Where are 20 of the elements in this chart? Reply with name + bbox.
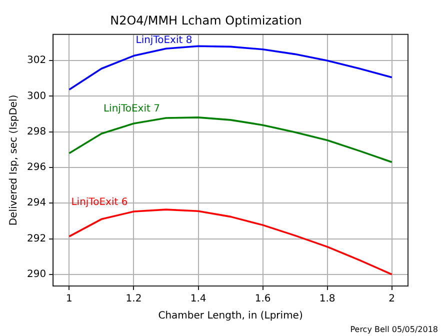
y-tick-label: 300 xyxy=(26,90,46,102)
x-tick-label: 1.4 xyxy=(190,294,206,305)
y-tick-label: 298 xyxy=(26,126,46,138)
x-tick-label: 1.2 xyxy=(126,294,142,305)
y-axis-title: Delivered Isp, sec (IspDel) xyxy=(8,94,20,226)
text: Percy Bell 05/05/2018 xyxy=(350,325,438,334)
x-tick-label: 1 xyxy=(66,294,72,305)
series-label: LinjToExit 6 xyxy=(71,197,128,208)
y-tick-label: 302 xyxy=(26,55,46,66)
x-tick-label: 1.6 xyxy=(254,294,271,305)
y-tick-label: 296 xyxy=(26,162,46,174)
y-tick-label: 292 xyxy=(26,233,46,244)
x-tick-label: 1.8 xyxy=(319,294,336,305)
x-axis-title: Chamber Length, in (Lprime) xyxy=(158,310,303,322)
chart-title: N2O4/MMH Lcham Optimization xyxy=(110,13,302,28)
y-tick-label: 290 xyxy=(26,269,46,280)
series-label: LinjToExit 8 xyxy=(136,34,192,46)
y-tick-label: 294 xyxy=(26,198,46,209)
series-label: LinjToExit 7 xyxy=(103,104,160,115)
x-tick-label: 2 xyxy=(388,294,396,305)
